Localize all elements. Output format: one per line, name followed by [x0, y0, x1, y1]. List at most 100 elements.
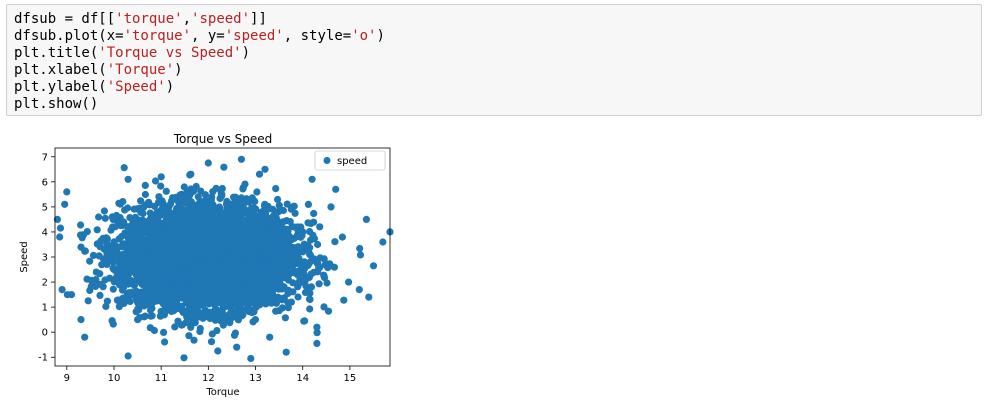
- scatter-point: [223, 203, 231, 212]
- scatter-point: [279, 233, 287, 241]
- scatter-point: [232, 213, 240, 221]
- scatter-point: [356, 251, 365, 259]
- scatter-point: [294, 256, 302, 264]
- scatter-point: [151, 177, 160, 185]
- scatter-point: [345, 278, 353, 286]
- scatter-point: [244, 297, 252, 305]
- code-line: plt.ylabel('Speed'): [14, 79, 981, 96]
- scatter-point: [171, 323, 179, 331]
- scatter-point: [256, 237, 264, 245]
- scatter-point: [183, 240, 192, 248]
- scatter-point: [320, 255, 328, 263]
- code-editor[interactable]: dfsub = df[['torque','speed']] dfsub.plot…: [7, 5, 981, 113]
- scatter-point: [213, 279, 221, 287]
- scatter-point: [248, 225, 256, 233]
- scatter-point: [305, 260, 313, 268]
- scatter-point: [170, 297, 178, 305]
- scatter-point: [151, 250, 159, 258]
- scatter-point: [109, 320, 117, 328]
- scatter-point: [199, 301, 207, 309]
- scatter-point: [259, 222, 267, 230]
- scatter-point: [142, 201, 150, 209]
- code-string-token: 'Torque': [106, 62, 175, 78]
- scatter-point: [278, 228, 286, 236]
- scatter-point: [244, 246, 253, 254]
- code-string-token: 'Speed': [106, 79, 166, 95]
- scatter-point: [138, 280, 146, 289]
- scatter-point: [222, 287, 230, 295]
- scatter-point: [238, 312, 246, 320]
- scatter-point: [121, 297, 130, 305]
- scatter-point: [130, 281, 138, 290]
- scatter-point: [215, 291, 223, 299]
- scatter-point: [109, 215, 117, 223]
- scatter-point: [242, 225, 250, 233]
- scatter-point: [187, 213, 195, 221]
- scatter-point: [165, 221, 174, 229]
- scatter-point: [209, 203, 217, 211]
- scatter-point: [126, 234, 134, 242]
- code-string-token: 'o': [351, 28, 377, 44]
- scatter-point: [78, 234, 86, 242]
- scatter-point: [187, 170, 195, 178]
- scatter-point: [309, 231, 317, 239]
- scatter-point: [287, 260, 296, 268]
- scatter-point: [95, 252, 103, 260]
- scatter-point: [180, 354, 188, 362]
- scatter-point: [301, 288, 310, 297]
- scatter-point: [149, 281, 157, 289]
- scatter-point: [190, 201, 198, 209]
- scatter-point: [96, 243, 104, 251]
- scatter-point: [141, 312, 149, 320]
- scatter-point: [283, 200, 291, 208]
- code-token: ): [174, 62, 183, 78]
- scatter-point: [140, 218, 149, 226]
- scatter-point: [214, 299, 222, 307]
- cell-output-area: Torque vs Speed 9 10 11 12 13 14 15 -1 0 1 2 3 4 5 6 7…: [0, 122, 420, 407]
- scatter-point: [215, 218, 223, 226]
- code-token: plt.ylabel(: [14, 79, 107, 95]
- scatter-point: [109, 285, 117, 293]
- code-line: dfsub.plot(x='torque', y='speed', style=…: [14, 28, 981, 45]
- scatter-point: [116, 281, 124, 289]
- scatter-point: [241, 266, 249, 274]
- scatter-point: [256, 215, 264, 223]
- scatter-point: [137, 197, 145, 205]
- scatter-point: [217, 227, 225, 235]
- scatter-point: [111, 223, 119, 231]
- scatter-point: [287, 205, 295, 213]
- scatter-point: [204, 225, 212, 233]
- scatter-point: [228, 259, 236, 267]
- scatter-point: [272, 185, 280, 193]
- scatter-point: [307, 283, 316, 291]
- scatter-point: [159, 280, 168, 288]
- scatter-point: [162, 187, 170, 195]
- scatter-point: [102, 234, 110, 242]
- scatter-point: [178, 321, 186, 329]
- scatter-point: [230, 294, 238, 303]
- scatter-point: [306, 305, 314, 313]
- code-token: ): [241, 45, 251, 61]
- scatter-point: [239, 184, 247, 192]
- scatter-point: [268, 288, 276, 296]
- scatter-point: [148, 312, 156, 320]
- scatter-point: [207, 213, 215, 221]
- scatter-point: [220, 303, 228, 311]
- code-cell-input[interactable]: dfsub = df[['torque','speed']] dfsub.plot…: [6, 4, 982, 116]
- scatter-point: [147, 260, 155, 268]
- scatter-point: [286, 218, 294, 226]
- chart-title: Torque vs Speed: [173, 132, 273, 146]
- scatter-point: [251, 293, 259, 301]
- scatter-point: [211, 286, 219, 294]
- scatter-point: [106, 246, 114, 254]
- scatter-point: [211, 273, 219, 281]
- scatter-point: [218, 184, 226, 193]
- scatter-point: [210, 230, 218, 238]
- scatter-point: [165, 265, 173, 273]
- scatter-point: [86, 257, 94, 265]
- scatter-point: [157, 182, 165, 190]
- scatter-point: [97, 237, 105, 245]
- scatter-point: [174, 223, 182, 231]
- scatter-point: [356, 244, 364, 253]
- code-string-token: 'torque': [123, 28, 192, 44]
